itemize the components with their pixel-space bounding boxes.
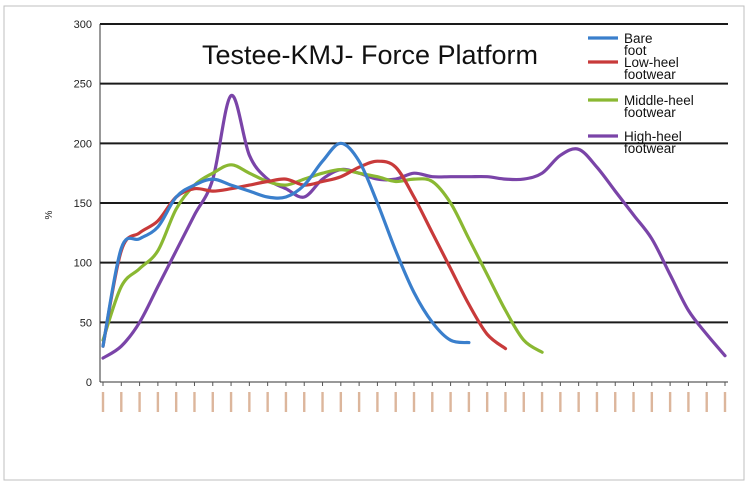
x-tick-glyph-15 — [357, 392, 361, 412]
x-tick-glyph-27 — [577, 392, 580, 412]
y-axis-label: % — [44, 210, 55, 219]
x-tick-glyph-29 — [614, 392, 617, 412]
x-tick-glyph-6 — [193, 392, 196, 412]
y-tick-label-0: 0 — [86, 377, 92, 389]
y-tick-label-100: 100 — [74, 258, 92, 270]
series-lines — [101, 93, 727, 360]
chart-border — [3, 5, 745, 481]
x-tick-glyph-32 — [668, 392, 672, 412]
x-tick-glyph-18 — [412, 392, 416, 412]
y-tick-label-250: 250 — [74, 79, 92, 91]
y-tick-label-50: 50 — [80, 317, 92, 329]
x-tick-glyph-4 — [156, 392, 160, 412]
x-tick-glyph-24 — [522, 392, 525, 412]
series-line-3 — [101, 163, 544, 354]
legend-label-1: Bare foot — [624, 31, 653, 58]
grid-lines — [100, 23, 728, 324]
x-tick-glyph-16 — [376, 392, 379, 412]
x-tick-glyph-20 — [449, 392, 452, 412]
x-tick-glyph-8 — [229, 392, 233, 412]
x-tick-glyph-14 — [339, 392, 343, 412]
x-tick-glyph-28 — [595, 392, 599, 412]
x-tick-glyph-34 — [705, 392, 708, 412]
x-tick-glyph-3 — [138, 392, 141, 412]
legend-label-4: High-heel footwear — [624, 129, 682, 156]
y-tick-label-300: 300 — [74, 19, 92, 31]
legend-label-3: Middle-heel footwear — [624, 93, 694, 120]
y-tick-label-150: 150 — [74, 198, 92, 210]
legend-label-2: Low-heel footwear — [624, 55, 679, 82]
x-tick-glyph-31 — [650, 392, 654, 412]
x-tick-glyph-13 — [321, 392, 324, 412]
series-line-1 — [101, 141, 471, 348]
x-tick-glyph-1 — [101, 392, 105, 412]
y-tick-labels: 0 50 100 150 200 250 300 — [74, 19, 92, 389]
x-tick-glyph-7 — [211, 392, 214, 412]
x-tick-glyph-11 — [284, 392, 288, 412]
x-tick-glyph-17 — [394, 392, 397, 412]
y-tick-label-200: 200 — [74, 138, 92, 150]
x-tick-glyph-23 — [504, 392, 507, 412]
x-tick-glyph-30 — [632, 392, 635, 412]
x-tick-glyph-2 — [120, 392, 123, 412]
x-tick-glyph-33 — [687, 392, 690, 412]
x-tick-glyph-26 — [559, 392, 562, 412]
x-tick-glyph-12 — [303, 392, 306, 412]
x-tick-glyph-35 — [723, 392, 727, 412]
x-tick-glyph-5 — [174, 392, 178, 412]
x-tick-glyph-10 — [266, 392, 269, 412]
x-tick-glyph-25 — [540, 392, 544, 412]
x-tick-marks — [101, 382, 727, 412]
x-tick-glyph-9 — [248, 392, 251, 412]
chart-title: Testee-KMJ- Force Platform — [202, 40, 538, 70]
x-tick-glyph-22 — [485, 392, 489, 412]
x-tick-glyph-19 — [431, 392, 434, 412]
x-tick-glyph-21 — [467, 392, 471, 412]
